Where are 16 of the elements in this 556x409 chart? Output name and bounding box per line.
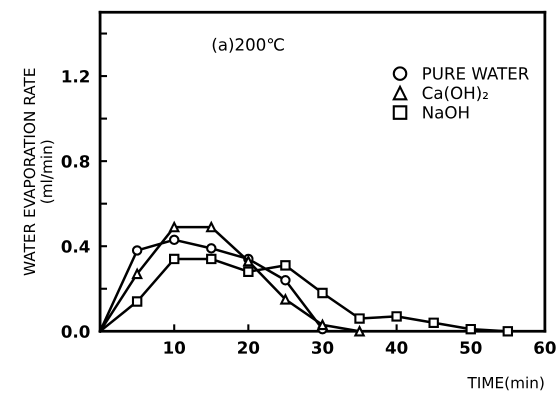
- y-tick-label: 1.2: [62, 70, 89, 82]
- x-tick-label: 30: [312, 341, 334, 354]
- legend-label: NaOH: [423, 106, 468, 119]
- y-tick-label: 0.4: [62, 240, 90, 253]
- y-tick-label: 0.8: [62, 155, 90, 168]
- y-axis-title: WATER EVAPORATION RATE (ml/min): [24, 68, 54, 276]
- x-tick-label: 40: [386, 341, 408, 354]
- y-tick-label: 0.0: [62, 325, 90, 338]
- x-tick-label: 10: [164, 341, 186, 354]
- legend-label: Ca(OH)₂: [422, 86, 488, 102]
- x-tick-label: 50: [460, 341, 482, 354]
- x-tick-label: 20: [238, 341, 260, 354]
- x-tick-label: 60: [534, 341, 556, 354]
- x-axis-title: TIME(min): [467, 376, 544, 390]
- text: (a)200℃: [212, 38, 284, 53]
- legend-label: PURE WATER: [423, 67, 529, 80]
